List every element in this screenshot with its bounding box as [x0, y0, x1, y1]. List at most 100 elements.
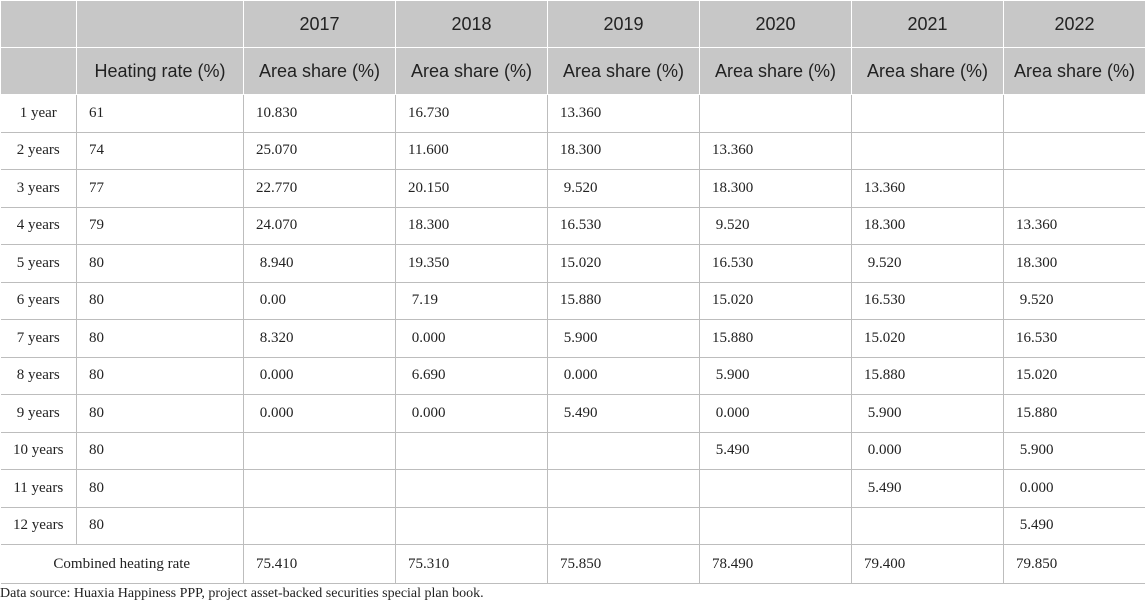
area-share-header: Area share (%)	[395, 47, 548, 95]
heating-rate-table: 2017 2018 2019 2020 2021 2022 Heating ra…	[0, 0, 1145, 584]
area-share-cell: 16.530	[547, 207, 700, 245]
row-label: 11 years	[0, 469, 77, 508]
heating-rate-cell: 80	[76, 394, 244, 433]
area-share-cell: 18.300	[395, 207, 548, 245]
area-share-cell: 20.150	[395, 169, 548, 208]
year-header: 2019	[547, 0, 700, 48]
area-share-cell: 11.600	[395, 132, 548, 170]
year-header: 2022	[1003, 0, 1145, 48]
combined-value: 78.490	[699, 544, 852, 584]
area-share-cell: 16.530	[699, 244, 852, 283]
year-header: 2021	[851, 0, 1004, 48]
area-share-header: Area share (%)	[851, 47, 1004, 95]
row-label: 3 years	[0, 169, 77, 208]
area-share-cell: 0.000	[1003, 469, 1145, 508]
heating-rate-cell: 80	[76, 432, 244, 470]
area-share-cell: 15.880	[1003, 394, 1145, 433]
table-row: 2 years 74 25.070 11.600 18.300 13.360	[0, 132, 1145, 170]
row-label: 6 years	[0, 282, 77, 320]
heating-rate-cell: 61	[76, 94, 244, 133]
area-share-cell: 5.900	[547, 319, 700, 358]
row-label: 12 years	[0, 507, 77, 545]
area-share-header: Area share (%)	[547, 47, 700, 95]
area-share-cell: 0.000	[699, 394, 852, 433]
area-share-cell: 0.000	[243, 357, 396, 395]
area-share-cell	[395, 432, 548, 470]
area-share-cell: 16.730	[395, 94, 548, 133]
area-share-cell: 15.020	[699, 282, 852, 320]
area-share-cell	[395, 469, 548, 508]
table-row: 10 years 80 5.490 0.000 5.900	[0, 432, 1145, 470]
combined-label: Combined heating rate	[0, 544, 244, 584]
area-share-cell: 15.880	[851, 357, 1004, 395]
area-share-header: Area share (%)	[1003, 47, 1145, 95]
area-share-header: Area share (%)	[243, 47, 396, 95]
heating-rate-header: Heating rate (%)	[76, 47, 244, 95]
area-share-cell: 10.830	[243, 94, 396, 133]
area-share-cell: 18.300	[851, 207, 1004, 245]
area-share-cell: 5.900	[1003, 432, 1145, 470]
heating-rate-cell: 80	[76, 282, 244, 320]
area-share-cell: 0.00	[243, 282, 396, 320]
area-share-cell: 8.320	[243, 319, 396, 358]
area-share-cell: 9.520	[1003, 282, 1145, 320]
row-label: 4 years	[0, 207, 77, 245]
area-share-cell: 15.020	[547, 244, 700, 283]
header-blank	[0, 47, 77, 95]
table-row: 3 years 77 22.770 20.150 9.520 18.300 13.360	[0, 169, 1145, 208]
area-share-cell: 18.300	[547, 132, 700, 170]
area-share-cell	[699, 507, 852, 545]
table-row: 4 years 79 24.070 18.300 16.530 9.520 18.300 1…	[0, 207, 1145, 245]
area-share-cell: 25.070	[243, 132, 396, 170]
area-share-cell	[1003, 132, 1145, 170]
area-share-cell: 0.000	[395, 394, 548, 433]
area-share-cell: 5.900	[851, 394, 1004, 433]
area-share-cell	[699, 469, 852, 508]
area-share-cell: 22.770	[243, 169, 396, 208]
heating-rate-cell: 80	[76, 507, 244, 545]
area-share-cell: 0.000	[851, 432, 1004, 470]
row-label: 9 years	[0, 394, 77, 433]
area-share-cell	[243, 432, 396, 470]
combined-value: 75.850	[547, 544, 700, 584]
area-share-cell: 0.000	[243, 394, 396, 433]
area-share-cell	[547, 507, 700, 545]
area-share-cell	[851, 94, 1004, 133]
area-share-cell: 7.19	[395, 282, 548, 320]
area-share-cell: 13.360	[699, 132, 852, 170]
area-share-cell: 9.520	[699, 207, 852, 245]
area-share-cell: 15.020	[851, 319, 1004, 358]
area-share-cell: 15.880	[699, 319, 852, 358]
year-header: 2020	[699, 0, 852, 48]
area-share-cell: 9.520	[547, 169, 700, 208]
area-share-cell: 13.360	[1003, 207, 1145, 245]
area-share-cell	[1003, 94, 1145, 133]
table-row: 11 years 80 5.490 0.000	[0, 469, 1145, 508]
area-share-cell: 5.490	[547, 394, 700, 433]
area-share-cell: 16.530	[851, 282, 1004, 320]
table-row: 7 years 80 8.320 0.000 5.900 15.880 15.020 1…	[0, 319, 1145, 358]
area-share-cell	[243, 507, 396, 545]
area-share-cell: 18.300	[1003, 244, 1145, 283]
area-share-cell: 18.300	[699, 169, 852, 208]
table-body: 1 year 61 10.830 16.730 13.360 2 years 74 25.07…	[0, 94, 1145, 584]
area-share-cell	[1003, 169, 1145, 208]
area-share-cell	[851, 507, 1004, 545]
heating-rate-cell: 80	[76, 357, 244, 395]
row-label: 1 year	[0, 94, 77, 133]
area-share-cell	[851, 132, 1004, 170]
combined-value: 79.400	[851, 544, 1004, 584]
area-share-cell	[547, 469, 700, 508]
area-share-cell: 19.350	[395, 244, 548, 283]
heating-rate-cell: 77	[76, 169, 244, 208]
area-share-cell: 6.690	[395, 357, 548, 395]
combined-row: Combined heating rate 75.410 75.310 75.850 7…	[0, 544, 1145, 584]
combined-value: 75.410	[243, 544, 396, 584]
area-share-cell: 13.360	[851, 169, 1004, 208]
area-share-cell: 24.070	[243, 207, 396, 245]
combined-value: 79.850	[1003, 544, 1145, 584]
area-share-cell: 9.520	[851, 244, 1004, 283]
area-share-cell: 5.490	[699, 432, 852, 470]
header-blank	[76, 0, 244, 48]
area-share-cell: 15.880	[547, 282, 700, 320]
